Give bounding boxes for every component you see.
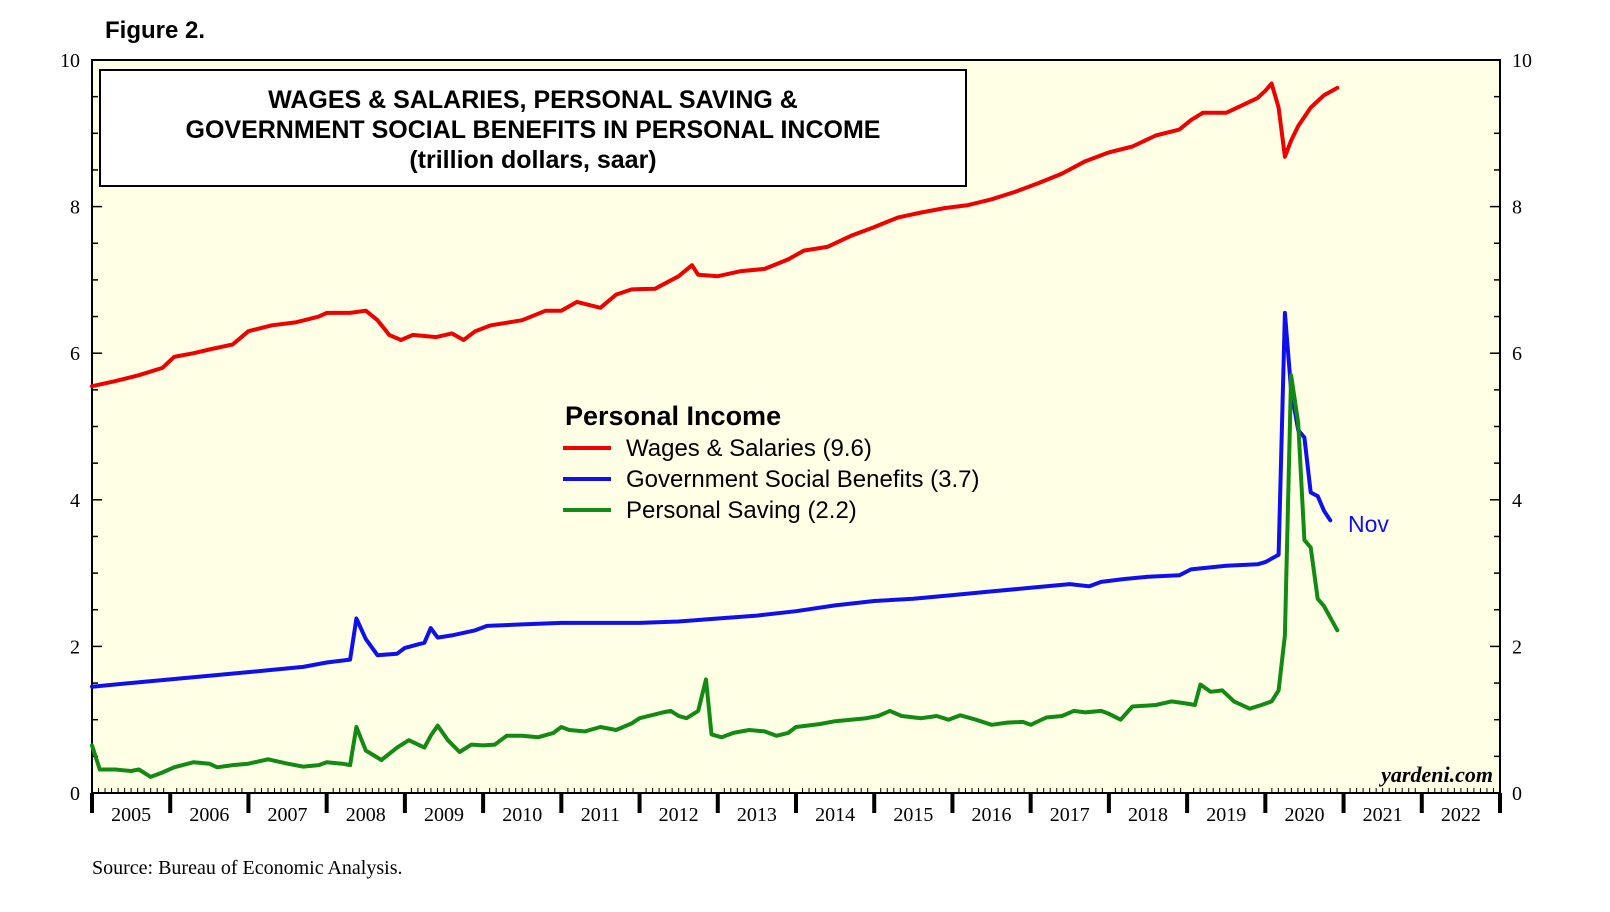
y-tick-label-right: 2 — [1512, 636, 1522, 658]
y-tick-label-right: 4 — [1512, 490, 1522, 512]
chart-title-line-2: GOVERNMENT SOCIAL BENEFITS IN PERSONAL I… — [186, 116, 881, 144]
legend: Personal Income Wages & Salaries (9.6) G… — [563, 401, 980, 524]
x-tick-label: 2014 — [815, 804, 855, 826]
end-label-nov: Nov — [1348, 511, 1389, 537]
series-line-saving — [90, 373, 1340, 779]
y-tick-label-left: 8 — [70, 197, 80, 219]
chart-subtitle: (trillion dollars, saar) — [409, 146, 656, 174]
source-note: Source: Bureau of Economic Analysis. — [92, 857, 403, 879]
x-axis: 2005 2006 2007 2008 2009 2010 2011 2012 2013 2014… — [90, 788, 1502, 826]
legend-title: Personal Income — [565, 401, 781, 431]
series-line-wages — [90, 81, 1340, 389]
x-tick-label: 2013 — [737, 804, 777, 826]
x-tick-label: 2006 — [189, 804, 229, 826]
legend-label-benefits: Government Social Benefits (3.7) — [626, 466, 980, 493]
legend-label-saving: Personal Saving (2.2) — [626, 497, 857, 524]
y-tick-label-right: 8 — [1512, 197, 1522, 219]
x-tick-label: 2007 — [268, 804, 308, 826]
watermark: yardeni.com — [1378, 762, 1493, 787]
x-tick-label: 2018 — [1128, 804, 1168, 826]
y-tick-label-left: 10 — [60, 50, 80, 72]
x-tick-label: 2011 — [581, 804, 620, 826]
x-tick-label: 2008 — [346, 804, 386, 826]
x-tick-label: 2021 — [1363, 804, 1403, 826]
x-tick-label: 2019 — [1206, 804, 1246, 826]
x-tick-label: 2012 — [659, 804, 699, 826]
x-tick-label: 2010 — [502, 804, 542, 826]
y-axis-left: 0 2 4 6 8 10 — [60, 50, 102, 805]
y-tick-label-right: 10 — [1512, 50, 1532, 72]
y-tick-label-left: 6 — [70, 343, 80, 365]
y-tick-label-right: 6 — [1512, 343, 1522, 365]
y-tick-label-right: 0 — [1512, 783, 1522, 805]
y-axis-right: 0 2 4 6 8 10 — [1490, 50, 1532, 805]
series-layer — [90, 81, 1340, 779]
series-line-benefits — [90, 310, 1333, 689]
y-tick-label-left: 4 — [70, 490, 80, 512]
x-tick-label: 2016 — [972, 804, 1012, 826]
x-tick-label: 2020 — [1284, 804, 1324, 826]
title-box — [99, 69, 967, 187]
y-tick-label-left: 2 — [70, 636, 80, 658]
chart-title-line-1: WAGES & SALARIES, PERSONAL SAVING & — [268, 86, 798, 114]
y-tick-label-left: 0 — [70, 783, 80, 805]
x-tick-label: 2015 — [893, 804, 933, 826]
x-tick-label: 2005 — [111, 804, 151, 826]
x-tick-label: 2009 — [424, 804, 464, 826]
x-tick-label: 2022 — [1441, 804, 1481, 826]
figure-label: Figure 2. — [105, 17, 205, 44]
x-tick-label: 2017 — [1050, 804, 1090, 826]
legend-label-wages: Wages & Salaries (9.6) — [626, 435, 872, 462]
